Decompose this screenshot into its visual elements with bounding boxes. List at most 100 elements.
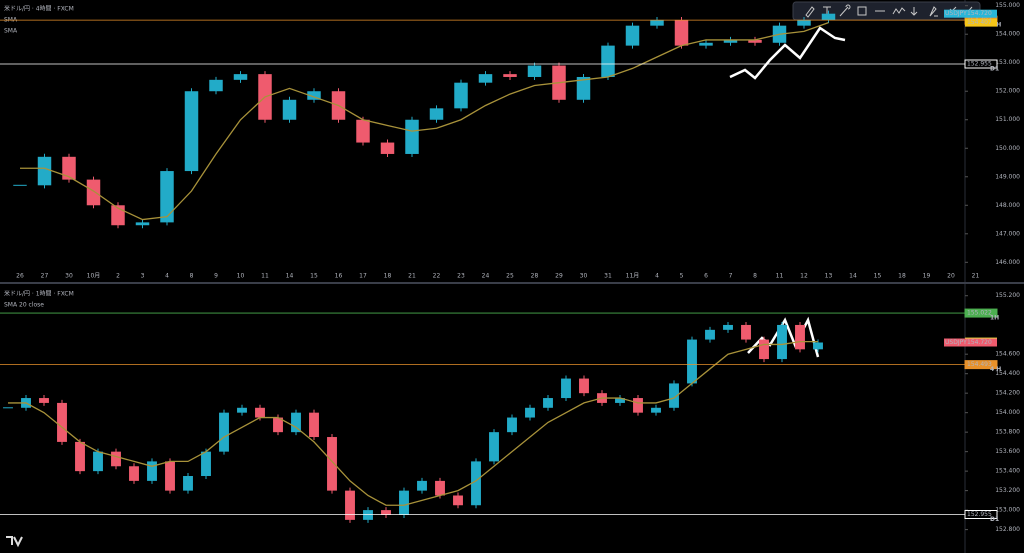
candle (201, 451, 211, 477)
candle (183, 476, 193, 491)
x-tick-label: 20 (947, 273, 955, 280)
candle (345, 490, 355, 520)
price-tag (965, 18, 997, 27)
candle (795, 324, 805, 350)
candle (39, 398, 49, 403)
candle (527, 65, 542, 77)
candle (93, 451, 103, 472)
candle (453, 495, 463, 506)
tool-icon[interactable] (839, 4, 851, 17)
candle (748, 39, 762, 43)
candle (135, 222, 150, 226)
price-line-tag (964, 308, 998, 318)
candle (184, 91, 199, 172)
candle (633, 398, 643, 413)
x-tick-label: 14 (286, 273, 294, 280)
price-line-value: 154.493 (967, 361, 992, 368)
candle (797, 19, 811, 26)
price-line-value: 152.955 (967, 61, 992, 68)
x-tick-label: 21 (408, 273, 416, 280)
price-line-tag (964, 360, 998, 370)
x-tick-label: 9 (214, 273, 218, 280)
y-tick-label: 146.000 (995, 259, 1020, 266)
moving-average (8, 340, 818, 506)
y-tick-label: 154.600 (995, 351, 1020, 358)
candle (165, 461, 175, 491)
candle (147, 461, 157, 481)
y-tick-label: 153.000 (995, 59, 1020, 66)
candle (699, 42, 713, 46)
candle (417, 480, 427, 491)
candle (62, 156, 76, 180)
tool-icon[interactable] (805, 6, 815, 18)
x-tick-label: 21 (972, 273, 980, 280)
y-tick-label: 153.600 (995, 448, 1020, 455)
candle (503, 74, 517, 77)
candle (777, 324, 787, 360)
candle (380, 142, 395, 154)
x-tick-label: 13 (825, 273, 833, 280)
y-tick-label: 148.000 (995, 202, 1020, 209)
x-tick-label: 26 (16, 273, 24, 280)
x-tick-label: 3 (141, 273, 145, 280)
x-tick-label: 11 (776, 273, 784, 280)
timeframe-label: D1 (990, 66, 999, 73)
x-tick-label: 7 (729, 273, 733, 280)
y-tick-label: 154.400 (995, 370, 1020, 377)
candle (601, 45, 615, 77)
candle (561, 378, 571, 399)
candle (813, 342, 823, 350)
x-tick-label: 23 (457, 273, 465, 280)
candle (759, 339, 769, 360)
price-line-value: 152.955 (967, 511, 992, 518)
price-line-value: 155.022 (967, 310, 992, 317)
candle (111, 451, 121, 467)
tool-icon[interactable] (929, 6, 938, 17)
x-tick-label: 16 (335, 273, 343, 280)
y-tick-label: 149.000 (995, 173, 1020, 180)
y-tick-label: 154.000 (995, 409, 1020, 416)
candle (579, 378, 589, 394)
x-tick-label: 30 (65, 273, 73, 280)
logo (6, 536, 23, 548)
price-tag (965, 9, 997, 18)
tool-icon[interactable] (892, 7, 906, 15)
x-tick-label: 5 (680, 273, 684, 280)
candle (576, 76, 591, 100)
candle (651, 407, 661, 413)
candle (478, 74, 493, 83)
y-tick-label: 152.000 (995, 88, 1020, 95)
x-tick-label: 31 (604, 273, 612, 280)
price-line-tag (964, 510, 998, 520)
x-tick-label: 8 (753, 273, 757, 280)
y-tick-label: 155.200 (995, 292, 1020, 299)
candle (705, 329, 715, 340)
candle (255, 407, 265, 418)
price-tag (965, 338, 997, 347)
y-tick-label: 153.000 (995, 507, 1020, 514)
candle (615, 398, 625, 403)
symbol-tag-label: USDJPY (945, 10, 967, 17)
candle (282, 99, 297, 120)
candle (219, 412, 229, 452)
candle (75, 441, 85, 472)
x-tick-label: 8 (190, 273, 194, 280)
candle (625, 25, 640, 46)
tool-icon[interactable] (857, 6, 867, 16)
candle (821, 13, 836, 20)
candle (454, 82, 468, 109)
timeframe-label: D1 (990, 516, 999, 523)
price-tag-value: 154.720 (967, 339, 992, 346)
tool-icon[interactable] (910, 7, 918, 16)
price-line-tag (964, 59, 998, 69)
candle (327, 437, 337, 491)
y-tick-label: 154.000 (995, 31, 1020, 38)
moving-average (20, 21, 829, 221)
y-tick-label: 155.000 (995, 2, 1020, 9)
x-tick-label: 29 (555, 273, 563, 280)
candle (669, 383, 679, 408)
symbol-tag (944, 338, 965, 347)
x-tick-label: 10月 (87, 273, 101, 280)
x-tick-label: 14 (849, 273, 857, 280)
